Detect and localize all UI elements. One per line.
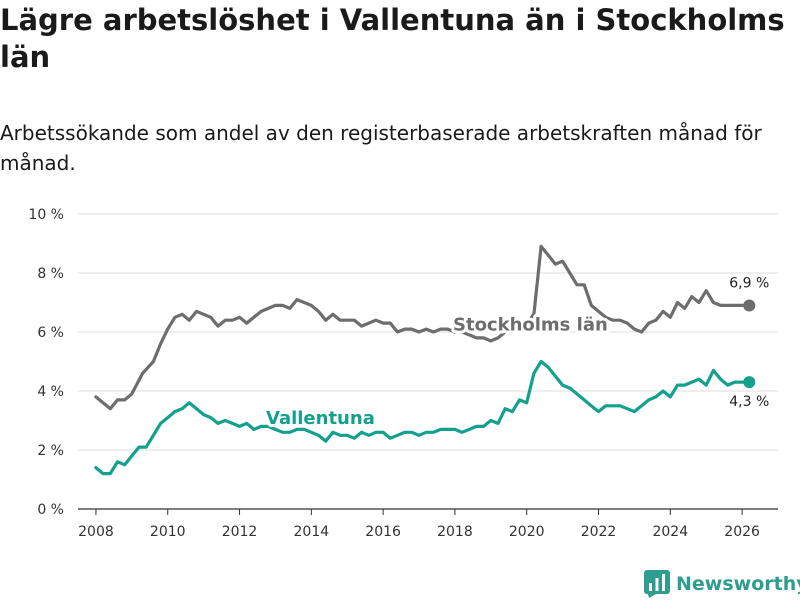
y-tick-label: 6 %	[37, 325, 64, 341]
y-tick-label: 10 %	[28, 207, 64, 223]
chart-subtitle: Arbetssökande som andel av den registerb…	[0, 121, 762, 175]
x-tick-label: 2020	[509, 524, 545, 540]
x-tick-label: 2016	[365, 524, 401, 540]
brand-name: Newsworthy	[676, 573, 800, 595]
series-line-stockholms-l-n	[94, 244, 751, 411]
series-end-label-stockholms-l-n: 6,9 %	[729, 275, 769, 291]
x-tick-label: 2024	[652, 524, 688, 540]
newsworthy-logo-icon	[644, 570, 670, 598]
x-tick-label: 2010	[150, 524, 186, 540]
x-tick-label: 2014	[294, 524, 330, 540]
x-tick-label: 2022	[581, 524, 617, 540]
y-tick-label: 8 %	[37, 266, 64, 282]
x-tick-label: 2012	[222, 524, 258, 540]
series-end-dot-vallentuna	[743, 376, 756, 389]
x-tick-label: 2008	[78, 524, 114, 540]
x-tick-label: 2018	[437, 524, 473, 540]
series-end-label-vallentuna: 4,3 %	[729, 394, 769, 410]
y-tick-label: 4 %	[37, 384, 64, 400]
series-line-vallentuna	[94, 359, 751, 476]
brand: Newsworthy	[644, 570, 800, 598]
y-tick-label: 2 %	[37, 443, 64, 459]
series-name-label-vallentuna: Vallentuna	[266, 408, 375, 429]
y-tick-label: 0 %	[37, 502, 64, 518]
chart-title: Lägre arbetslöshet i Vallentuna än i Sto…	[0, 3, 785, 74]
series-end-dot-stockholms-l-n	[743, 299, 756, 312]
x-tick-label: 2026	[724, 524, 760, 540]
series-name-label-stockholms-lan: Stockholms län	[453, 315, 608, 336]
